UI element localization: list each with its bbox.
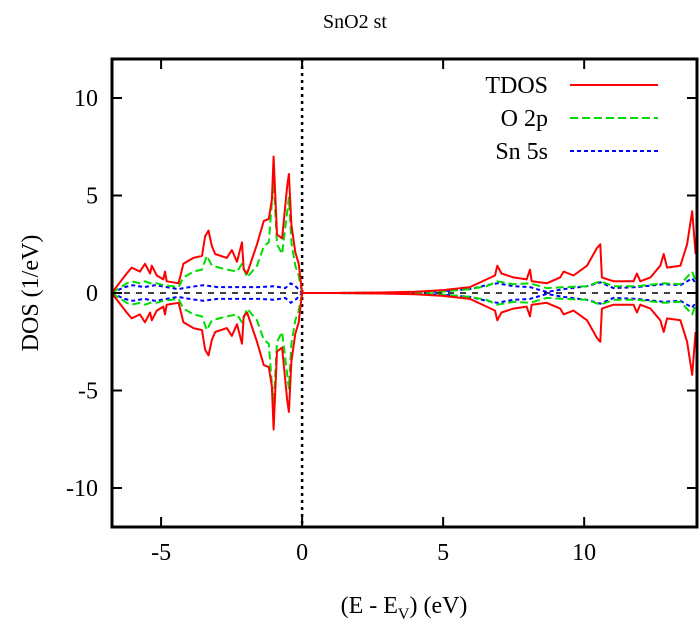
chart-title: SnO2 st	[323, 11, 387, 33]
series-tdos-spin-down	[110, 292, 697, 431]
y-tick-label: 0	[86, 281, 98, 307]
legend-label-tdos: TDOS	[485, 73, 548, 99]
series-o-2p-spin-down	[111, 292, 697, 408]
x-tick-label: 5	[437, 540, 449, 566]
y-tick-label: -10	[66, 476, 98, 502]
plot-area	[110, 59, 697, 527]
x-tick-label: -5	[151, 540, 171, 566]
y-tick-label: 10	[74, 86, 98, 112]
legend: TDOS O 2p Sn 5s	[485, 73, 658, 165]
x-tick-label: 10	[572, 540, 596, 566]
legend-label-o-2p: O 2p	[501, 106, 548, 132]
y-tick-label: -5	[78, 379, 98, 405]
series-tdos-spin-up	[110, 155, 697, 294]
series-sn-5s-spin-up	[111, 277, 697, 294]
legend-label-sn-5s: Sn 5s	[495, 139, 548, 165]
y-axis-label: DOS (1/eV)	[18, 235, 44, 352]
axis-ticks: -5 0 5 10 -10 -5 0 5 10	[66, 59, 697, 566]
x-tick-label: 0	[296, 540, 308, 566]
series-sn-5s-spin-down	[111, 292, 697, 309]
series-o-2p-spin-up	[111, 178, 697, 294]
y-tick-label: 5	[86, 184, 98, 210]
x-axis-label: (E - EV) (eV)	[341, 593, 468, 623]
